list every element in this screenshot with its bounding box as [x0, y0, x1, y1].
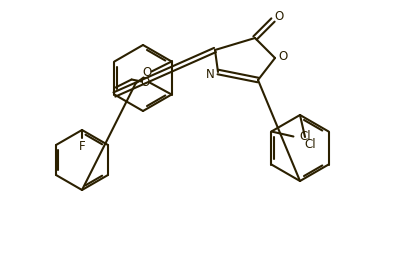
Text: O: O [274, 11, 284, 23]
Text: O: O [278, 50, 288, 63]
Text: O: O [140, 76, 149, 89]
Text: F: F [79, 139, 85, 153]
Text: O: O [142, 66, 151, 79]
Text: Cl: Cl [299, 130, 311, 143]
Text: Cl: Cl [304, 139, 316, 152]
Text: N: N [206, 68, 214, 82]
